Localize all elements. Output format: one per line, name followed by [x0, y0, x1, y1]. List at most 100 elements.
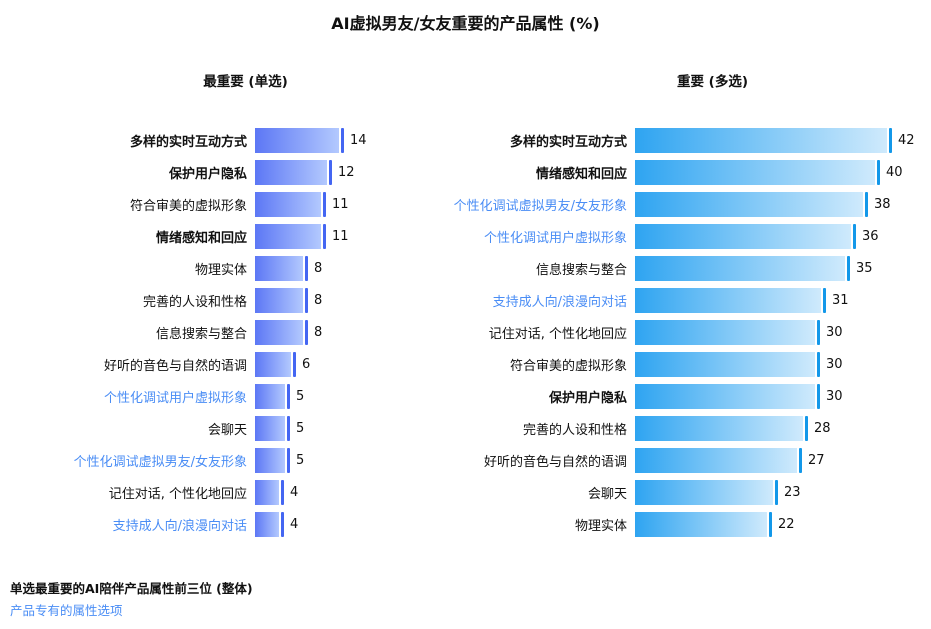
- value-label: 22: [778, 516, 795, 532]
- bar: [255, 223, 321, 249]
- bar-end-tick: [287, 415, 290, 441]
- category-label: 信息搜索与整合: [155, 326, 247, 342]
- value-label: 14: [350, 132, 367, 148]
- category-label: 信息搜索与整合: [535, 262, 627, 278]
- bar-row: 好听的音色与自然的语调 6: [55, 348, 390, 380]
- bar-row: 物理实体 22: [425, 508, 906, 540]
- category-label: 多样的实时互动方式: [509, 134, 627, 150]
- bar: [255, 351, 291, 377]
- bar: [635, 447, 797, 473]
- category-label: 好听的音色与自然的语调: [483, 454, 627, 470]
- bar-end-tick: [877, 159, 880, 185]
- bar: [635, 415, 803, 441]
- bar-end-tick: [853, 223, 856, 249]
- value-label: 35: [856, 260, 873, 276]
- category-label: 记住对话, 个性化地回应: [488, 326, 627, 342]
- bar-end-tick: [889, 127, 892, 153]
- bar-end-tick: [305, 319, 308, 345]
- category-label: 个性化调试虚拟男友/女友形象: [453, 198, 627, 214]
- chart-subtitle-important: 重要 (多选): [676, 74, 749, 90]
- bar-row: 个性化调试虚拟男友/女友形象 38: [425, 188, 906, 220]
- bar: [635, 223, 851, 249]
- chart-important: 重要 (多选) 多样的实时互动方式 42 情绪感知和回应 40 个性化调试虚拟男友/…: [425, 70, 915, 540]
- bar-row: 信息搜索与整合 8: [55, 316, 390, 348]
- value-label: 8: [314, 324, 323, 340]
- bar-row: 多样的实时互动方式 14: [55, 124, 390, 156]
- bar-end-tick: [305, 255, 308, 281]
- bar-end-tick: [287, 383, 290, 409]
- bar-row: 符合审美的虚拟形象 11: [55, 188, 390, 220]
- bar: [255, 159, 327, 185]
- bar-row: 保护用户隐私 30: [425, 380, 906, 412]
- bar: [635, 479, 773, 505]
- bar: [635, 127, 887, 153]
- footnotes: 单选最重要的AI陪伴产品属性前三位 (整体) 产品专有的属性选项: [10, 578, 253, 619]
- bar: [255, 511, 279, 537]
- value-label: 4: [290, 516, 299, 532]
- category-label: 完善的人设和性格: [522, 422, 627, 438]
- category-label: 保护用户隐私: [548, 390, 627, 406]
- category-label: 会聊天: [207, 422, 247, 438]
- bar-end-tick: [323, 223, 326, 249]
- bar-row: 会聊天 5: [55, 412, 390, 444]
- category-label: 情绪感知和回应: [155, 230, 247, 246]
- bar: [635, 255, 845, 281]
- value-label: 8: [314, 260, 323, 276]
- bar: [635, 383, 815, 409]
- bar: [255, 479, 279, 505]
- category-label: 保护用户隐私: [168, 166, 247, 182]
- bar-end-tick: [341, 127, 344, 153]
- value-label: 30: [826, 388, 843, 404]
- value-label: 6: [302, 356, 311, 372]
- bar-row: 完善的人设和性格 28: [425, 412, 906, 444]
- value-label: 36: [862, 228, 879, 244]
- value-label: 30: [826, 356, 843, 372]
- value-label: 40: [886, 164, 903, 180]
- bar-end-tick: [329, 159, 332, 185]
- category-label: 多样的实时互动方式: [129, 134, 247, 150]
- bar: [255, 319, 303, 345]
- bar: [255, 191, 321, 217]
- bar: [635, 351, 815, 377]
- bar-row: 情绪感知和回应 11: [55, 220, 390, 252]
- bar-row: 支持成人向/浪漫向对话 31: [425, 284, 906, 316]
- bar-end-tick: [823, 287, 826, 313]
- bar-end-tick: [769, 511, 772, 537]
- bar: [255, 127, 339, 153]
- bar-row: 支持成人向/浪漫向对话 4: [55, 508, 390, 540]
- chart-most-important: 最重要 (单选) 多样的实时互动方式 14 保护用户隐私 12 符合审美的虚拟形象 1…: [55, 70, 390, 540]
- bar-end-tick: [817, 383, 820, 409]
- charts-container: 最重要 (单选) 多样的实时互动方式 14 保护用户隐私 12 符合审美的虚拟形象 1…: [0, 70, 931, 540]
- bar-end-tick: [287, 447, 290, 473]
- bar-row: 符合审美的虚拟形象 30: [425, 348, 906, 380]
- bar-rows-right: 多样的实时互动方式 42 情绪感知和回应 40 个性化调试虚拟男友/女友形象 38 个…: [425, 124, 915, 540]
- bar-row: 个性化调试用户虚拟形象 5: [55, 380, 390, 412]
- bar-row: 会聊天 23: [425, 476, 906, 508]
- value-label: 5: [296, 420, 305, 436]
- bar-end-tick: [817, 351, 820, 377]
- category-label: 物理实体: [194, 262, 247, 278]
- bar: [255, 287, 303, 313]
- category-label: 支持成人向/浪漫向对话: [492, 294, 627, 310]
- category-label: 会聊天: [587, 486, 627, 502]
- bar-end-tick: [323, 191, 326, 217]
- category-label: 完善的人设和性格: [142, 294, 247, 310]
- bar: [255, 383, 285, 409]
- bar-row: 记住对话, 个性化地回应 4: [55, 476, 390, 508]
- category-label: 个性化调试用户虚拟形象: [103, 390, 247, 406]
- bar-end-tick: [281, 511, 284, 537]
- bar-row: 情绪感知和回应 40: [425, 156, 906, 188]
- category-label: 物理实体: [574, 518, 627, 534]
- category-label: 个性化调试用户虚拟形象: [483, 230, 627, 246]
- footnote-bold-legend: 单选最重要的AI陪伴产品属性前三位 (整体): [10, 581, 253, 596]
- bar: [635, 511, 767, 537]
- bar-end-tick: [805, 415, 808, 441]
- value-label: 42: [898, 132, 915, 148]
- category-label: 符合审美的虚拟形象: [129, 198, 247, 214]
- value-label: 38: [874, 196, 891, 212]
- value-label: 27: [808, 452, 825, 468]
- bar: [635, 319, 815, 345]
- value-label: 30: [826, 324, 843, 340]
- bar: [635, 191, 863, 217]
- bar-end-tick: [293, 351, 296, 377]
